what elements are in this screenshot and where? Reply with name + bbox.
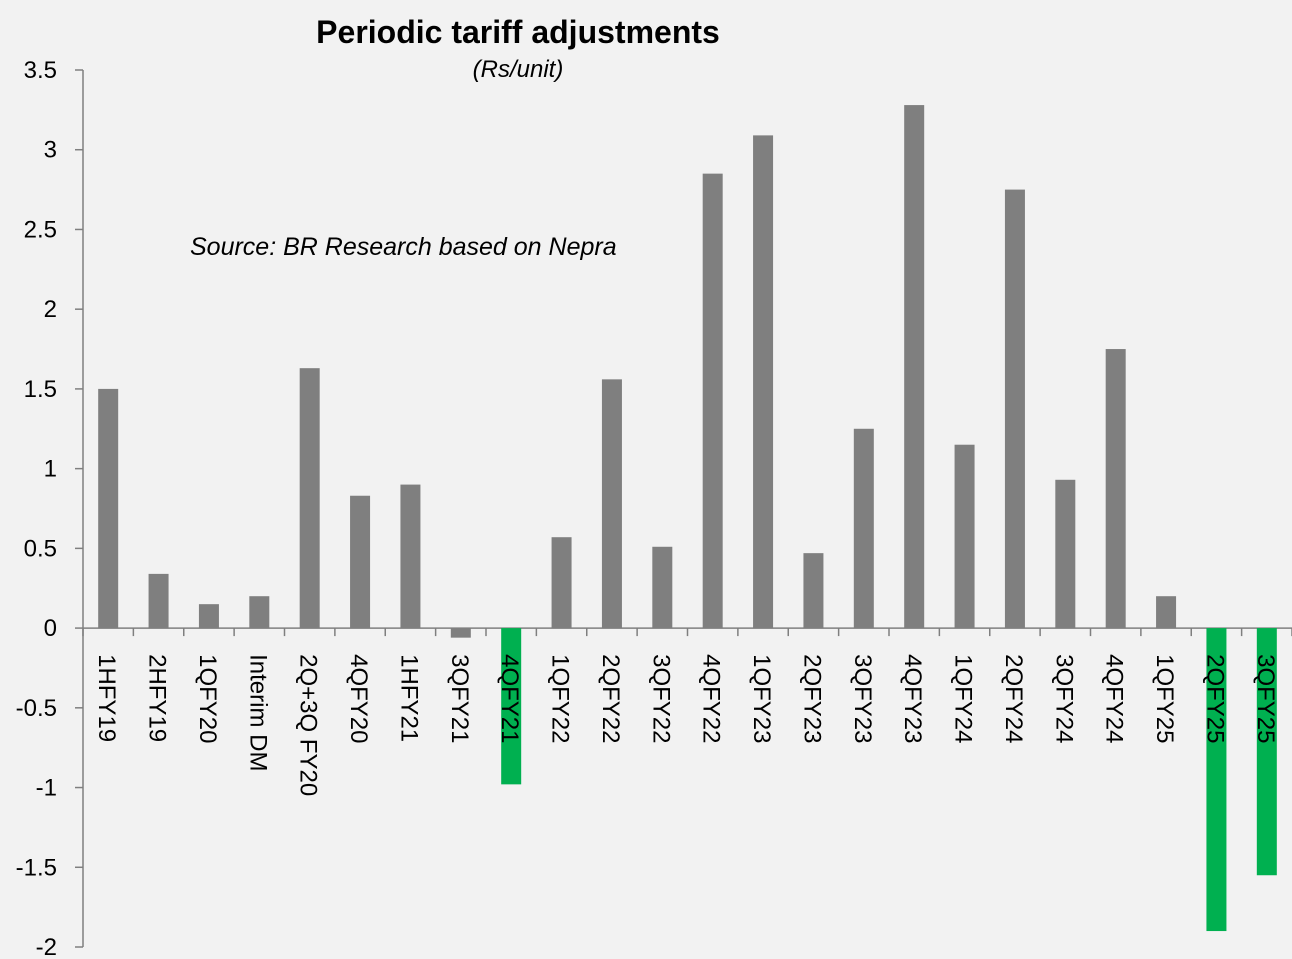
chart-subtitle: (Rs/unit) (473, 56, 564, 83)
bar-4qfy23 (904, 105, 925, 629)
bar-3qfy23 (853, 428, 874, 629)
x-tick-label: 3QFY23 (849, 654, 876, 743)
bar-2qfy24 (1004, 189, 1025, 629)
bar-1qfy25 (1156, 596, 1177, 629)
x-tick-label: 2QFY25 (1201, 654, 1228, 743)
y-tick-label: 3.5 (24, 57, 57, 84)
bar-2hfy19 (148, 573, 169, 629)
bar-3qfy25 (1256, 628, 1277, 876)
y-tick-label: 0.5 (24, 535, 57, 562)
bar-1hfy19 (98, 388, 119, 629)
x-tick-label: 2QFY23 (798, 654, 825, 743)
x-tick-label: 4QFY23 (899, 654, 926, 743)
x-axis-labels: 1HFY19 2HFY19 1QFY20 Interim DM 2Q+3Q FY20 4Q… (93, 654, 1279, 796)
x-tick-label: 1QFY23 (748, 654, 775, 743)
x-tick-label: 1HFY19 (93, 654, 120, 742)
x-tick-label: 3QFY22 (647, 654, 674, 743)
x-tick-label: 2Q+3Q FY20 (295, 654, 322, 796)
x-tick-label: 1QFY20 (194, 654, 221, 743)
x-tick-label: 1QFY22 (547, 654, 574, 743)
bar-1qfy20 (198, 604, 219, 629)
bar-3qfy24 (1055, 479, 1076, 629)
x-tick-label: 2QFY22 (597, 654, 624, 743)
bar-1qfy22 (551, 537, 572, 629)
bar-4qfy20 (350, 495, 371, 629)
x-tick-label: 1QFY24 (950, 654, 977, 743)
bar-3qfy21 (450, 628, 471, 638)
y-tick-label: -1.5 (16, 854, 57, 881)
y-tick-label: 3 (44, 137, 57, 164)
bar-1qfy23 (753, 135, 774, 629)
bar-1hfy21 (400, 484, 421, 629)
chart-title: Periodic tariff adjustments (316, 14, 720, 50)
bar-3qfy22 (652, 546, 673, 629)
x-tick-label: 4QFY20 (345, 654, 372, 743)
x-tick-label: Interim DM (244, 654, 271, 771)
x-tick-label: 1HFY21 (395, 654, 422, 742)
x-tick-label: 1QFY25 (1151, 654, 1178, 743)
y-tick-label: 0 (44, 615, 57, 642)
bar-4qfy24 (1105, 349, 1126, 629)
bar-interim-dm (249, 596, 270, 629)
y-tick-label: 2.5 (24, 216, 57, 243)
y-tick-label: -2 (36, 934, 57, 959)
x-tick-label: 3QFY21 (446, 654, 473, 743)
x-tick-label: 2HFY19 (144, 654, 171, 742)
y-tick-label: 2 (44, 296, 57, 323)
y-axis: 3.5 3 2.5 2 1.5 1 0.5 0 -0.5 -1 -1.5 -2 (16, 57, 1292, 959)
x-tick-label: 4QFY24 (1101, 654, 1128, 743)
x-tick-label: 4QFY22 (698, 654, 725, 743)
x-tick-label: 3QFY25 (1252, 654, 1279, 743)
y-tick-label: -1 (36, 775, 57, 802)
bar-2qfy22 (601, 379, 622, 629)
bar-2qfy25 (1206, 628, 1227, 932)
y-tick-label: -0.5 (16, 695, 57, 722)
bar-2q-3q-fy20 (299, 368, 320, 629)
source-annotation: Source: BR Research based on Nepra (190, 233, 617, 261)
bars (98, 105, 1277, 932)
bar-4qfy22 (702, 173, 723, 629)
x-tick-label: 4QFY21 (496, 654, 523, 743)
x-tick-label: 2QFY24 (1000, 654, 1027, 743)
x-tick-label: 3QFY24 (1050, 654, 1077, 743)
y-tick-label: 1.5 (24, 376, 57, 403)
bar-2qfy23 (803, 553, 824, 629)
bar-1qfy24 (954, 444, 975, 629)
y-tick-label: 1 (44, 456, 57, 483)
bar-4qfy21 (501, 628, 522, 785)
